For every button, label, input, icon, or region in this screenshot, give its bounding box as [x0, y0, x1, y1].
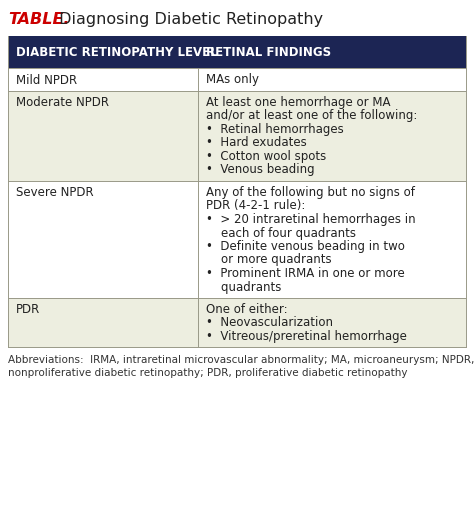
Text: DIABETIC RETINOPATHY LEVEL: DIABETIC RETINOPATHY LEVEL: [16, 46, 218, 59]
Text: •  Cotton wool spots: • Cotton wool spots: [206, 150, 326, 163]
Text: •  > 20 intraretinal hemorrhages in: • > 20 intraretinal hemorrhages in: [206, 213, 416, 226]
Text: Severe NPDR: Severe NPDR: [16, 186, 94, 199]
Text: PDR (4-2-1 rule):: PDR (4-2-1 rule):: [206, 199, 305, 212]
Text: •  Retinal hemorrhages: • Retinal hemorrhages: [206, 123, 344, 136]
Text: •  Hard exudates: • Hard exudates: [206, 136, 307, 149]
Text: each of four quadrants: each of four quadrants: [206, 226, 356, 239]
Text: TABLE.: TABLE.: [8, 12, 70, 27]
Text: Diagnosing Diabetic Retinopathy: Diagnosing Diabetic Retinopathy: [54, 12, 323, 27]
Text: PDR: PDR: [16, 303, 40, 316]
Bar: [8, 297, 466, 347]
Text: and/or at least one of the following:: and/or at least one of the following:: [206, 110, 418, 122]
Text: nonproliferative diabetic retinopathy; PDR, proliferative diabetic retinopathy: nonproliferative diabetic retinopathy; P…: [8, 368, 408, 378]
Text: Abbreviations:  IRMA, intraretinal microvascular abnormality; MA, microaneurysm;: Abbreviations: IRMA, intraretinal microv…: [8, 355, 474, 365]
Text: At least one hemorrhage or MA: At least one hemorrhage or MA: [206, 96, 391, 109]
Bar: [8, 68, 466, 90]
Bar: [8, 181, 466, 297]
Text: Mild NPDR: Mild NPDR: [16, 74, 77, 87]
Text: •  Neovascularization: • Neovascularization: [206, 317, 333, 330]
Text: Any of the following but no signs of: Any of the following but no signs of: [206, 186, 415, 199]
Text: •  Venous beading: • Venous beading: [206, 163, 315, 176]
Bar: [8, 90, 466, 181]
Text: •  Prominent IRMA in one or more: • Prominent IRMA in one or more: [206, 267, 405, 280]
Text: •  Definite venous beading in two: • Definite venous beading in two: [206, 240, 405, 253]
Text: RETINAL FINDINGS: RETINAL FINDINGS: [206, 46, 331, 59]
Text: One of either:: One of either:: [206, 303, 288, 316]
Text: •  Vitreous/preretinal hemorrhage: • Vitreous/preretinal hemorrhage: [206, 330, 407, 343]
Bar: [8, 36, 466, 68]
Text: quadrants: quadrants: [206, 280, 282, 294]
Text: Moderate NPDR: Moderate NPDR: [16, 96, 109, 109]
Text: or more quadrants: or more quadrants: [206, 253, 332, 266]
Text: MAs only: MAs only: [206, 74, 259, 87]
